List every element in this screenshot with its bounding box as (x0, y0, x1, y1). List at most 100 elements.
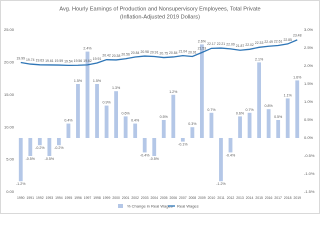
bar (104, 105, 109, 138)
x-tick-label: 2016 (265, 196, 273, 200)
line-label: 19.54 (64, 59, 73, 63)
bar-label: 2.1% (255, 57, 264, 61)
bar-label: 1.3% (112, 86, 121, 90)
bar-label: -0.2% (35, 146, 45, 150)
line-label: 22.85 (283, 38, 292, 42)
x-tick-label: 1990 (17, 196, 25, 200)
bar (28, 138, 33, 156)
line-label: 21.87 (236, 44, 245, 48)
bar (56, 138, 61, 146)
x-tick-label: 2008 (189, 196, 197, 200)
y2-tick-label: 2.5% (304, 45, 314, 50)
line-label: 20.91 (150, 50, 159, 54)
y-tick-label: 0.00 (6, 189, 15, 194)
x-tick-label: 1998 (93, 196, 101, 200)
line-label: 21.53 (198, 46, 207, 50)
bar-label: -0.2% (54, 146, 64, 150)
line-label: 22.61 (274, 39, 283, 43)
x-tick-label: 2010 (208, 196, 216, 200)
bar-label: 1.2% (169, 90, 178, 94)
y-tick-label: 15.00 (4, 92, 15, 97)
x-tick-label: 2013 (236, 196, 244, 200)
y-tick-label: 20.00 (4, 59, 15, 64)
y2-tick-label: -0.5% (304, 153, 315, 158)
bar-label: -0.1% (178, 143, 188, 147)
y2-tick-label: 3.0% (304, 27, 314, 32)
line-label: 19.91 (93, 57, 102, 61)
line-label: 22.21 (217, 42, 226, 46)
x-tick-label: 2005 (160, 196, 168, 200)
y2-tick-label: 0.0% (304, 135, 314, 140)
bar (190, 127, 195, 138)
bar (152, 138, 157, 156)
bar-label: 0.6% (236, 111, 245, 115)
bar (123, 116, 128, 138)
line (20, 39, 298, 67)
line-label: 22.33 (255, 41, 264, 45)
x-tick-label: 2012 (227, 196, 235, 200)
chart: Avg. Hourly Earnings of Production and N… (0, 0, 320, 214)
bar-label: 0.7% (245, 108, 254, 112)
x-tick-label: 2006 (170, 196, 178, 200)
line-label: 22.09 (226, 43, 235, 47)
chart-subtitle: (Inflation-Adjusted 2019 Dollars) (120, 14, 200, 20)
x-tick-label: 1991 (27, 196, 35, 200)
bar-label: 2.6% (198, 39, 207, 43)
bar (199, 44, 204, 138)
bar (76, 84, 80, 138)
bar (37, 138, 42, 146)
bar (95, 84, 99, 138)
line-label: 23.48 (293, 34, 302, 38)
bar (276, 120, 281, 138)
x-tick-label: 2002 (131, 196, 139, 200)
bar (66, 123, 71, 138)
x-tick-label: 1992 (36, 196, 44, 200)
legend-label: % Change in Real Wages (127, 204, 173, 209)
line-label: 19.99 (17, 56, 26, 60)
x-tick-label: 1995 (65, 196, 73, 200)
bar (180, 138, 185, 142)
x-tick-label: 2019 (293, 196, 301, 200)
bar-label: 0.7% (207, 108, 216, 112)
y2-tick-label: -1.0% (304, 171, 315, 176)
x-tick-label: 1993 (46, 196, 54, 200)
x-tick-label: 2000 (112, 196, 120, 200)
chart-frame (0, 0, 320, 214)
bar (161, 120, 166, 138)
x-tick-label: 2011 (217, 196, 224, 200)
bar (247, 112, 252, 138)
line-label: 20.42 (102, 54, 111, 58)
bar (219, 138, 223, 182)
y-tick-label: 5.00 (6, 157, 15, 162)
bar-label: 0.5% (160, 115, 169, 119)
line-label: 20.75 (160, 51, 169, 55)
line-label: 20.56 (121, 53, 130, 57)
line-label: 20.91 (188, 50, 197, 54)
bar (209, 112, 214, 138)
bar (142, 138, 147, 153)
bar-label: -1.2% (216, 182, 226, 186)
x-tick-label: 2004 (150, 196, 158, 200)
line-label: 19.74 (26, 58, 35, 62)
bar-label: 0.3% (188, 122, 197, 126)
bar (266, 109, 271, 138)
x-tick-label: 2007 (179, 196, 187, 200)
bar (47, 138, 52, 156)
line-label: 22.17 (207, 42, 216, 46)
line-label: 19.63 (36, 59, 45, 63)
x-tick-label: 2017 (274, 196, 282, 200)
bar-label: 1.5% (74, 79, 83, 83)
bar (133, 123, 138, 138)
bar-label: -1.2% (16, 182, 26, 186)
bar-label: -0.5% (26, 157, 36, 161)
bar-label: -0.4% (226, 153, 236, 157)
x-tick-label: 2003 (141, 196, 149, 200)
bar-label: 2.4% (83, 47, 92, 51)
legend-swatch (118, 204, 123, 208)
bar-label: 0.9% (102, 101, 111, 105)
legend-label: Real Wages (177, 204, 199, 209)
bar-label: 0.6% (122, 111, 131, 115)
bar (18, 138, 23, 182)
line-label: 19.61 (45, 59, 54, 63)
y2-tick-label: -1.5% (304, 189, 315, 194)
